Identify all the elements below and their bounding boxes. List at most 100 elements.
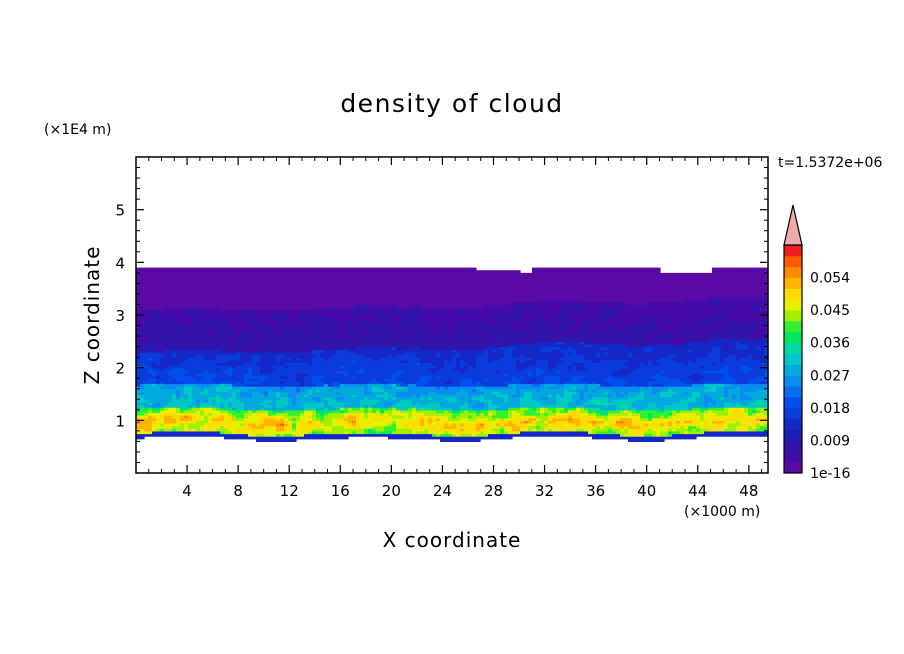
field-cell (276, 341, 281, 345)
field-cell (360, 343, 365, 348)
field-cell (336, 275, 341, 279)
field-cell (148, 328, 153, 332)
field-cell (284, 409, 289, 414)
field-cell (140, 430, 145, 435)
field-cell (388, 346, 393, 350)
field-cell (384, 293, 389, 298)
field-cell (256, 372, 261, 377)
field-cell (168, 272, 173, 277)
field-cell (328, 436, 333, 440)
field-cell (292, 307, 297, 311)
field-cell (420, 396, 425, 400)
field-cell (148, 433, 153, 437)
field-cell (216, 343, 221, 348)
field-cell (196, 412, 201, 416)
field-cell (240, 272, 245, 277)
field-cell (288, 325, 293, 329)
field-cell (156, 367, 161, 371)
field-cell (328, 320, 333, 324)
field-cell (160, 309, 165, 313)
field-cell (176, 412, 181, 416)
field-cell (240, 436, 245, 440)
field-cell (356, 267, 361, 271)
field-cell (200, 357, 205, 361)
field-cell (252, 362, 257, 366)
field-cell (200, 433, 205, 437)
field-cell (372, 415, 377, 419)
field-cell (272, 401, 277, 406)
field-cell (360, 388, 365, 392)
field-cell (260, 312, 265, 316)
field-cell (308, 428, 313, 432)
field-cell (340, 383, 345, 387)
field-cell (252, 336, 257, 340)
field-cell (292, 420, 297, 424)
field-cell (376, 433, 381, 437)
field-cell (400, 293, 405, 298)
field-cell (152, 272, 157, 277)
field-cell (332, 351, 337, 356)
field-cell (392, 425, 397, 429)
field-cell (308, 267, 313, 271)
field-cell (256, 341, 261, 345)
field-cell (316, 328, 321, 332)
field-cell (164, 330, 169, 335)
field-cell (432, 433, 437, 437)
field-cell (240, 407, 245, 411)
field-cell (212, 338, 217, 342)
field-cell (348, 280, 353, 284)
field-cell (172, 428, 177, 432)
field-cell (412, 336, 417, 340)
field-cell (240, 320, 245, 324)
field-cell (276, 417, 281, 421)
field-cell (328, 394, 333, 398)
field-cell (344, 275, 349, 279)
field-cell (316, 370, 321, 374)
field-cell (380, 267, 385, 271)
field-cell (232, 328, 237, 332)
field-cell (184, 388, 189, 392)
field-cell (148, 415, 153, 419)
field-cell (248, 404, 253, 408)
field-cell (140, 293, 145, 298)
field-cell (168, 278, 173, 282)
field-cell (412, 367, 417, 371)
field-cell (380, 359, 385, 363)
field-cell (292, 357, 297, 361)
field-cell (204, 291, 209, 295)
field-cell (152, 425, 157, 429)
field-cell (144, 407, 149, 411)
field-cell (328, 312, 333, 316)
field-cell (160, 399, 165, 403)
field-cell (412, 428, 417, 432)
field-cell (224, 394, 229, 398)
field-cell (220, 304, 225, 308)
field-cell (424, 275, 429, 279)
field-cell (252, 278, 257, 282)
field-cell (276, 317, 281, 321)
field-cell (404, 372, 409, 377)
field-cell (336, 409, 341, 414)
field-cell (296, 422, 301, 427)
field-cell (204, 378, 209, 382)
field-cell (432, 383, 437, 387)
field-cell (232, 420, 237, 424)
field-cell (216, 278, 221, 282)
field-cell (268, 383, 273, 387)
field-cell (296, 388, 301, 392)
field-cell (384, 354, 389, 358)
field-cell (148, 288, 153, 292)
field-cell (216, 283, 221, 287)
field-cell (248, 291, 253, 295)
field-cell (260, 417, 265, 421)
field-cell (440, 296, 445, 300)
field-cell (392, 362, 397, 366)
field-cell (168, 417, 173, 421)
field-cell (248, 283, 253, 287)
field-cell (336, 291, 341, 295)
field-cell (268, 343, 273, 348)
field-cell (368, 288, 373, 292)
field-cell (356, 433, 361, 437)
field-cell (412, 412, 417, 416)
